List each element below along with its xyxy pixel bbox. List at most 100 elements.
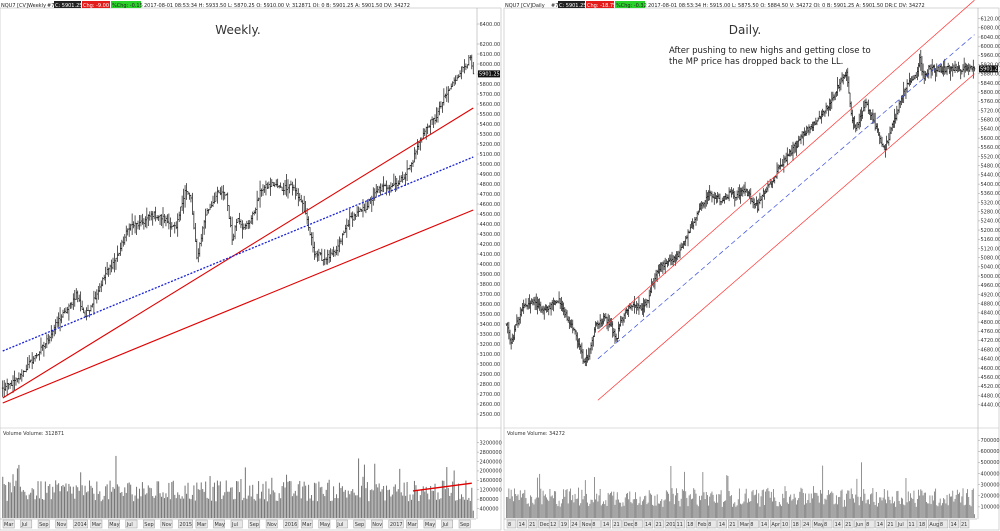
change-badge: Chg: -9.00 <box>83 3 109 9</box>
time-tick-label: May <box>109 522 119 528</box>
volume-bar <box>507 497 509 518</box>
volume-bar <box>632 499 634 518</box>
volume-bar <box>663 500 665 518</box>
volume-bar <box>205 481 207 518</box>
volume-bar <box>525 498 527 518</box>
volume-bar <box>394 484 396 518</box>
volume-bar <box>416 490 418 518</box>
volume-bar <box>575 498 577 518</box>
time-tick-box <box>195 519 208 529</box>
time-tick-label: 21 <box>845 522 851 528</box>
price-bars <box>1 54 475 398</box>
price-tick-label: 3400.00 <box>480 322 501 328</box>
volume-bar <box>530 495 531 518</box>
volume-bar <box>274 492 276 518</box>
volume-bar <box>838 497 840 518</box>
price-tick-label: 6080.00 <box>981 26 1000 32</box>
percent-change-badge-bg <box>111 1 141 8</box>
time-tick-box <box>371 519 383 529</box>
volume-bar <box>91 487 93 518</box>
time-tick-box <box>125 519 138 529</box>
volume-bar <box>716 494 717 518</box>
volume-bar <box>146 493 148 518</box>
volume-bar <box>313 482 315 518</box>
time-tick-label: Mar <box>4 522 14 528</box>
volume-bar <box>871 493 873 518</box>
volume-bar <box>885 499 886 518</box>
volume-bar <box>22 490 24 518</box>
volume-bar <box>574 493 576 518</box>
volume-bar <box>673 504 675 518</box>
volume-bar <box>465 480 467 518</box>
price-tick-label: 5560.00 <box>981 145 1000 151</box>
last-price-badge: 5901.25 <box>980 67 1000 73</box>
price-tick-label: 4560.00 <box>981 375 1000 381</box>
volume-bar <box>825 499 827 518</box>
volume-bar <box>337 498 339 518</box>
volume-bar <box>607 492 609 518</box>
volume-bar <box>303 481 305 518</box>
price-tick-label: 5360.00 <box>981 191 1000 197</box>
volume-bar <box>213 482 215 518</box>
volume-bar <box>701 495 703 518</box>
percent-change-badge-bg <box>615 1 645 8</box>
price-tick-label: 6200.00 <box>480 42 501 48</box>
volume-bar <box>511 496 513 518</box>
volume-bar <box>786 502 788 518</box>
price-tick-label: 5480.00 <box>981 164 1000 170</box>
volume-bar <box>931 495 933 518</box>
price-bars <box>505 49 976 367</box>
time-tick-label: 2016 <box>285 522 298 528</box>
volume-bar <box>704 499 706 518</box>
volume-bar <box>121 492 123 518</box>
volume-bar <box>719 494 721 518</box>
time-tick-label: 10 <box>782 522 788 528</box>
volume-bar <box>455 500 457 518</box>
time-axis: Mar Jul Sep Nov 2014 Mar May Jul Sep Nov 2015 Mar Ma… <box>0 518 476 529</box>
volume-bar <box>961 496 963 518</box>
time-tick-label: 21 <box>529 522 535 528</box>
volume-bar <box>200 482 202 518</box>
volume-bar <box>288 480 290 518</box>
price-tick-label: 5200.00 <box>981 228 1000 234</box>
volume-bar <box>266 501 268 518</box>
channel-upper-line <box>2 107 474 399</box>
volume-bar <box>130 484 132 518</box>
price-tick-label: 2500.00 <box>480 412 501 418</box>
volume-bar <box>819 489 821 518</box>
volume-bar <box>330 500 332 518</box>
volume-bar <box>734 502 736 518</box>
price-tick-label: 5700.00 <box>480 92 501 98</box>
price-tick-label: 2900.00 <box>480 372 501 378</box>
volume-bar <box>363 464 365 518</box>
volume-bar <box>687 506 689 518</box>
volume-bar <box>643 499 644 518</box>
volume-bar <box>926 502 927 518</box>
volume-bar <box>733 503 735 518</box>
volume-bar <box>899 504 901 518</box>
time-tick-label: 8 <box>592 522 595 528</box>
volume-bar <box>699 495 700 518</box>
price-tick-label: 4500.00 <box>480 212 501 218</box>
time-tick-box <box>300 519 313 529</box>
volume-bar <box>692 498 693 518</box>
time-tick-box <box>728 519 738 529</box>
volume-bar <box>544 494 546 518</box>
volume-bar <box>286 474 288 518</box>
volume-bar <box>241 500 243 518</box>
volume-bar <box>806 503 808 518</box>
volume-bar <box>13 486 16 518</box>
volume-bar <box>163 498 165 518</box>
volume-bar <box>693 488 695 518</box>
volume-bar <box>764 505 765 518</box>
volume-bar <box>419 495 421 518</box>
price-tick-label: 5720.00 <box>981 108 1000 114</box>
volume-bar <box>900 497 902 518</box>
volume-bar <box>309 498 311 518</box>
volume-bar <box>681 489 683 518</box>
volume-bar <box>18 464 20 518</box>
volume-bar <box>542 490 544 518</box>
volume-bar <box>683 490 684 518</box>
volume-bar <box>966 493 967 518</box>
volume-bar <box>821 493 822 518</box>
